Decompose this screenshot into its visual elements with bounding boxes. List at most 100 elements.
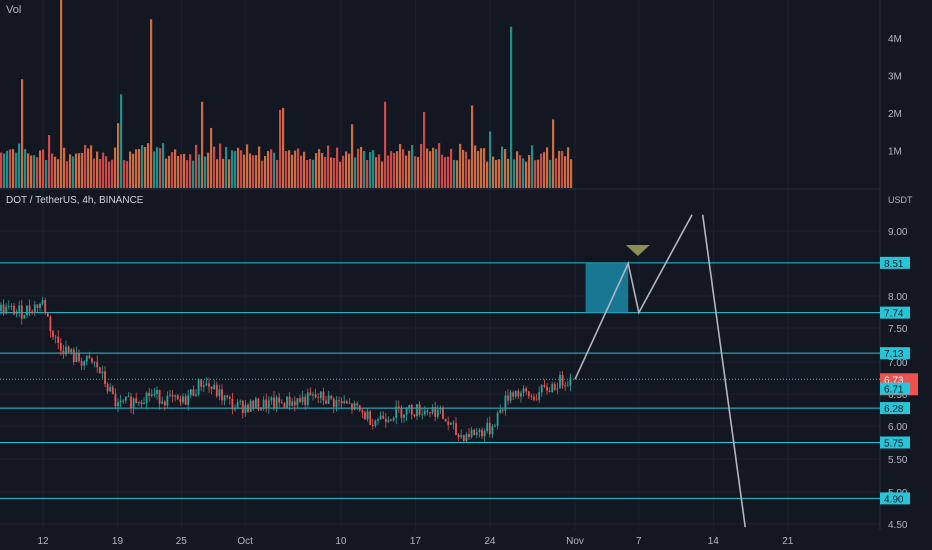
candle-body (130, 396, 132, 409)
level-label: 7.74 (884, 309, 904, 320)
price-tick-label: 7.50 (888, 324, 908, 335)
volume-bar (240, 150, 243, 188)
volume-bar (192, 160, 195, 188)
candle-body (304, 396, 307, 405)
level-price-labels: 8.517.747.136.285.754.906.7304:446.71 (880, 256, 918, 505)
volume-bar (429, 151, 432, 188)
volume-bar (69, 154, 72, 188)
candle-body (436, 409, 439, 417)
volume-bar (366, 160, 369, 188)
volume-bar (168, 155, 171, 188)
volume-bar (540, 153, 543, 188)
candle-body (460, 435, 463, 437)
candle-body (564, 385, 567, 386)
volume-bar (384, 101, 387, 188)
candle-body (535, 399, 538, 401)
volume-bar (561, 151, 564, 188)
candle-body (150, 394, 153, 396)
candle-body (13, 305, 15, 315)
level-label: 6.28 (884, 404, 904, 415)
volume-bar (33, 155, 36, 188)
volume-bar (315, 153, 318, 188)
candle-body (80, 361, 83, 366)
time-tick-label: 24 (484, 536, 496, 547)
candle-body (379, 415, 382, 420)
volume-bar (282, 107, 285, 188)
volume-bar (507, 158, 510, 188)
candle-body (78, 353, 80, 362)
candle-body (127, 396, 130, 398)
candle-body (447, 421, 450, 425)
candle-body (491, 426, 494, 435)
candle-body (93, 362, 96, 363)
candle-body (143, 402, 145, 405)
candle-body (533, 396, 535, 400)
candle-body (291, 401, 294, 406)
candle-body (109, 387, 112, 392)
candle-body (18, 305, 21, 312)
candle-body (195, 394, 197, 396)
candle-body (374, 420, 377, 427)
time-tick-label: 17 (410, 536, 422, 547)
candle-body (91, 358, 93, 363)
candle-body (15, 311, 18, 315)
candle-body (236, 401, 239, 409)
volume-bar (27, 153, 30, 188)
volume-bar (231, 150, 234, 188)
candle-body (270, 397, 273, 401)
candle-body (512, 392, 515, 397)
candle-body (361, 410, 364, 413)
candle-body (551, 384, 554, 392)
candle-body (57, 336, 60, 343)
volume-bar (183, 153, 186, 188)
candle-body (182, 396, 184, 403)
candle-body (158, 389, 161, 404)
candle-body (205, 383, 208, 386)
volume-bar (480, 148, 483, 188)
candle-body (33, 304, 36, 313)
volume-bar (405, 155, 408, 188)
candle-body (540, 385, 543, 393)
volume-bar (90, 145, 93, 188)
volume-bar (252, 155, 255, 188)
candle-body (382, 415, 385, 419)
candle-body (338, 400, 340, 401)
volume-bar (114, 147, 117, 188)
volume-bar (162, 143, 165, 188)
volume-bar (84, 144, 87, 188)
volume-bar (510, 26, 513, 188)
volume-bar (141, 145, 144, 188)
candle-body (293, 401, 296, 406)
volume-bar (297, 148, 300, 188)
candle-body (465, 433, 468, 441)
candle-body (392, 417, 395, 421)
candle-body (239, 400, 242, 402)
volume-bar (303, 151, 306, 188)
time-tick-label: 10 (335, 536, 347, 547)
candle-body (488, 422, 491, 435)
candle-body (187, 395, 190, 405)
volume-bar (417, 157, 420, 188)
volume-bar (279, 109, 282, 188)
candle-body (156, 389, 158, 395)
volume-bar (372, 150, 375, 188)
price-tick-label: 5.50 (888, 455, 908, 466)
volume-bar (513, 159, 516, 188)
volume-bar (93, 158, 96, 188)
candle-body (145, 392, 148, 403)
candle-body (44, 300, 47, 314)
candle-body (356, 403, 359, 406)
candle-body (429, 412, 431, 413)
candle-body (137, 402, 140, 404)
volume-bar (30, 155, 33, 188)
candle-body (119, 400, 122, 403)
level-label: 5.75 (884, 439, 904, 450)
candle-body (96, 362, 99, 368)
volume-bar (288, 150, 291, 188)
candle-body (499, 409, 502, 413)
secondary-price-label: 6.71 (884, 385, 904, 396)
candle-body (364, 412, 366, 420)
candle-body (478, 429, 481, 433)
volume-bar (96, 151, 99, 188)
